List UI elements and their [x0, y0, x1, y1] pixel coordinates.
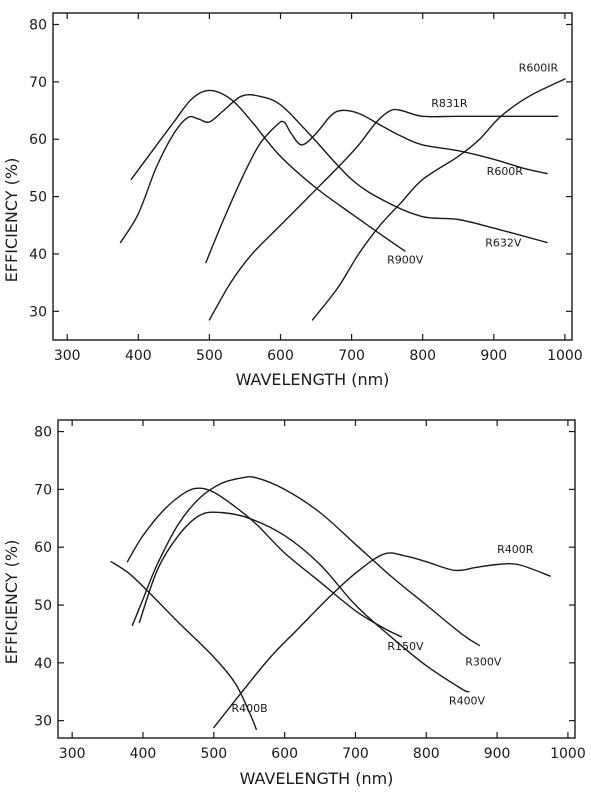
x-tick-label: 500 — [200, 746, 227, 762]
y-axis-title: EFFICIENCY (%) — [2, 540, 21, 665]
x-tick-label: 400 — [130, 746, 157, 762]
x-tick-label: 900 — [480, 348, 507, 364]
y-tick-label: 70 — [29, 75, 47, 91]
series-line-r400v — [138, 511, 470, 693]
curve-label-r900v: R900V — [387, 254, 424, 267]
x-tick-label: 500 — [196, 348, 223, 364]
x-tick-label: 900 — [484, 746, 511, 762]
series-line-r600r — [205, 109, 548, 264]
curve-label-r831r: R831R — [431, 97, 468, 110]
series-line-r150v — [126, 487, 403, 638]
chart-panel-2: 300 400 500 600 700 800 900 1000 30 40 50 60 70 80 WAV… — [2, 419, 586, 788]
series-line-r400b — [110, 561, 257, 730]
x-tick-label: 700 — [338, 348, 365, 364]
chart-panel-1: 300 400 500 600 700 800 900 1000 30 40 50 60 70 80 WAV… — [2, 12, 583, 389]
x-tick-label: 800 — [413, 746, 440, 762]
y-tick-label: 40 — [29, 247, 47, 263]
y-tick-label: 80 — [29, 17, 47, 33]
x-tick-label: 1000 — [550, 746, 586, 762]
curve-label-r400v: R400V — [449, 694, 486, 707]
x-axis-title: WAVELENGTH (nm) — [240, 769, 394, 788]
y-tick-label: 30 — [34, 714, 52, 730]
x-tick-label: 300 — [54, 348, 81, 364]
curve-label-r600r: R600R — [487, 165, 524, 178]
y-axis-title: EFFICIENCY (%) — [2, 158, 21, 283]
curve-label-r150v: R150V — [387, 640, 424, 653]
series-line-r632v — [119, 94, 548, 244]
y-tick-label: 60 — [34, 540, 52, 556]
series-line-r400r — [213, 552, 551, 729]
curve-label-r632v: R632V — [485, 236, 522, 249]
x-tick-label: 300 — [59, 746, 86, 762]
y-tick-label: 30 — [29, 304, 47, 320]
curve-label-r600ir: R600IR — [519, 62, 559, 75]
x-tick-label: 700 — [342, 746, 369, 762]
x-tick-label: 600 — [267, 348, 294, 364]
curve-label-r400b: R400B — [232, 702, 268, 715]
x-tick-label: 800 — [409, 348, 436, 364]
x-tick-label: 600 — [271, 746, 298, 762]
y-tick-label: 50 — [29, 190, 47, 206]
x-tick-label: 1000 — [547, 348, 583, 364]
plot-frame — [57, 419, 576, 739]
y-tick-label: 80 — [34, 425, 52, 441]
series-line-r600ir — [311, 78, 566, 321]
x-tick-label: 400 — [125, 348, 152, 364]
series-line-r900v — [130, 89, 406, 252]
series-line-r300v — [131, 476, 481, 647]
x-axis-title: WAVELENGTH (nm) — [236, 370, 390, 389]
y-tick-label: 40 — [34, 656, 52, 672]
curve-label-r400r: R400R — [497, 543, 534, 556]
y-tick-label: 70 — [34, 482, 52, 498]
y-tick-label: 50 — [34, 598, 52, 614]
y-tick-label: 60 — [29, 132, 47, 148]
series-line-r831r — [208, 108, 559, 321]
plot-frame — [52, 12, 573, 341]
curve-label-r300v: R300V — [465, 656, 502, 669]
